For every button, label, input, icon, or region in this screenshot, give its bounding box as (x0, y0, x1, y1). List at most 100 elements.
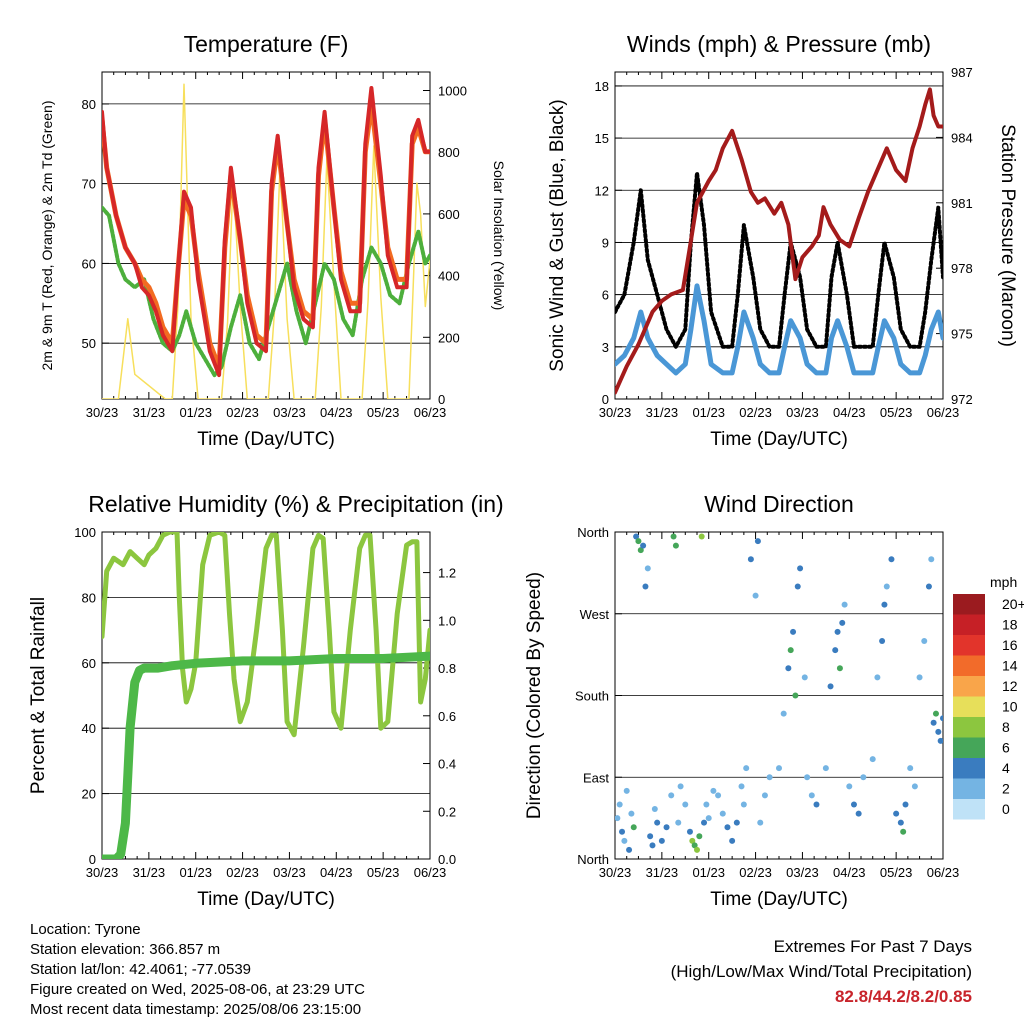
x-tick-label: 31/23 (646, 405, 679, 420)
direction-point (780, 710, 787, 717)
x-tick-label: 03/23 (273, 865, 306, 880)
y-tick-label: 6 (602, 288, 609, 303)
direction-point (841, 601, 848, 608)
x-tick-label: 30/23 (599, 405, 632, 420)
y-tick-label: 50 (82, 336, 96, 351)
y-right-tick-label: 0.4 (438, 757, 456, 772)
direction-point (696, 833, 703, 840)
x-tick-label: 03/23 (273, 405, 306, 420)
gust-line (615, 170, 943, 349)
relative-humidity-line (102, 532, 430, 738)
y-tick-label: 70 (82, 177, 96, 192)
y-tick-label: 0 (602, 392, 609, 407)
direction-point (827, 683, 834, 690)
y-tick-label: South (575, 689, 609, 704)
y-right-tick-label: 984 (951, 130, 973, 145)
direction-point (705, 815, 712, 822)
direction-point (834, 628, 841, 635)
y-axis-label: Sonic Wind & Gust (Blue, Black) (547, 99, 568, 371)
legend-label: 20+ (1002, 596, 1024, 612)
series-group (615, 87, 943, 395)
direction-point (902, 801, 909, 808)
direction-point (893, 810, 900, 817)
legend-label: 16 (1002, 637, 1018, 653)
legend-label: 12 (1002, 678, 1018, 694)
x-tick-label: 31/23 (133, 865, 166, 880)
y-tick-label: West (580, 607, 610, 622)
direction-point (836, 665, 843, 672)
station-info: Location: Tyrone Station elevation: 366.… (30, 920, 365, 1020)
direction-point (672, 542, 679, 549)
direction-point (787, 647, 794, 654)
direction-point (691, 842, 698, 849)
direction-point (675, 819, 682, 826)
x-tick-label: 05/23 (367, 405, 400, 420)
direction-point (658, 837, 665, 844)
direction-point (846, 783, 853, 790)
y-right-tick-label: 200 (438, 330, 460, 345)
y-tick-label: 80 (82, 97, 96, 112)
temperature-2m-line (102, 86, 430, 378)
direction-point (900, 828, 907, 835)
direction-point (623, 787, 630, 794)
x-tick-label: 30/23 (86, 405, 119, 420)
direction-point (790, 628, 797, 635)
y-tick-label: 3 (602, 340, 609, 355)
x-tick-label: 04/23 (833, 405, 866, 420)
direction-point (644, 565, 651, 572)
direction-point (640, 542, 647, 549)
x-tick-label: 31/23 (646, 865, 679, 880)
direction-point (694, 846, 700, 853)
direction-point (738, 783, 745, 790)
direction-point (729, 837, 736, 844)
x-tick-label: 30/23 (86, 865, 119, 880)
x-tick-label: 04/23 (833, 865, 866, 880)
legend-swatch (953, 676, 985, 697)
direction-point (925, 583, 932, 590)
legend-swatch (953, 655, 985, 676)
station-pressure-line (615, 87, 943, 395)
direction-point (935, 728, 942, 735)
direction-point (937, 737, 943, 744)
chart-title: Wind Direction (704, 491, 854, 517)
direction-point (832, 647, 839, 654)
direction-point (663, 824, 670, 831)
direction-point (839, 619, 846, 626)
direction-point (633, 533, 640, 540)
x-tick-label: 03/23 (786, 865, 819, 880)
legend-label: 4 (1002, 760, 1010, 776)
direction-point (907, 765, 914, 772)
legend-swatch (953, 594, 985, 615)
direction-point (794, 583, 801, 590)
speed-legend: mph 20+ 18 16 14 12 10 8 6 4 2 0 (953, 574, 1024, 820)
series-group (102, 83, 430, 399)
direction-point (874, 674, 881, 681)
direction-point (930, 719, 937, 726)
y-tick-label: North (577, 852, 609, 867)
direction-point (940, 715, 943, 722)
x-tick-label: 05/23 (880, 405, 913, 420)
latlon-text: Station lat/lon: 42.4061; -77.0539 (30, 961, 252, 978)
x-tick-label: 01/23 (692, 865, 725, 880)
y-right-tick-label: 400 (438, 269, 460, 284)
legend-swatch (953, 758, 985, 779)
direction-point (754, 538, 761, 545)
x-tick-label: 30/23 (599, 865, 632, 880)
legend-label: 18 (1002, 617, 1018, 633)
y-right-tick-label: 0.0 (438, 852, 456, 867)
humidity-panel: 30/23 31/23 01/23 02/23 03/23 04/23 05/23 06/23… (28, 491, 504, 910)
legend-swatch (953, 778, 985, 799)
direction-point (822, 765, 829, 772)
x-tick-label: 02/23 (739, 865, 772, 880)
direction-panel: 30/23 31/23 01/23 02/23 03/23 04/23 05/23 06/23… (524, 491, 959, 910)
extremes-box: Extremes For Past 7 Days (High/Low/Max W… (671, 934, 972, 1009)
y-right-tick-label: 978 (951, 261, 973, 276)
direction-point (916, 674, 923, 681)
x-tick-label: 06/23 (414, 405, 447, 420)
y-right-tick-label: 0.6 (438, 709, 456, 724)
x-axis-label: Time (Day/UTC) (710, 889, 848, 910)
series-group (615, 533, 943, 853)
direction-point (792, 692, 799, 699)
x-tick-label: 05/23 (367, 865, 400, 880)
direction-point (616, 801, 623, 808)
